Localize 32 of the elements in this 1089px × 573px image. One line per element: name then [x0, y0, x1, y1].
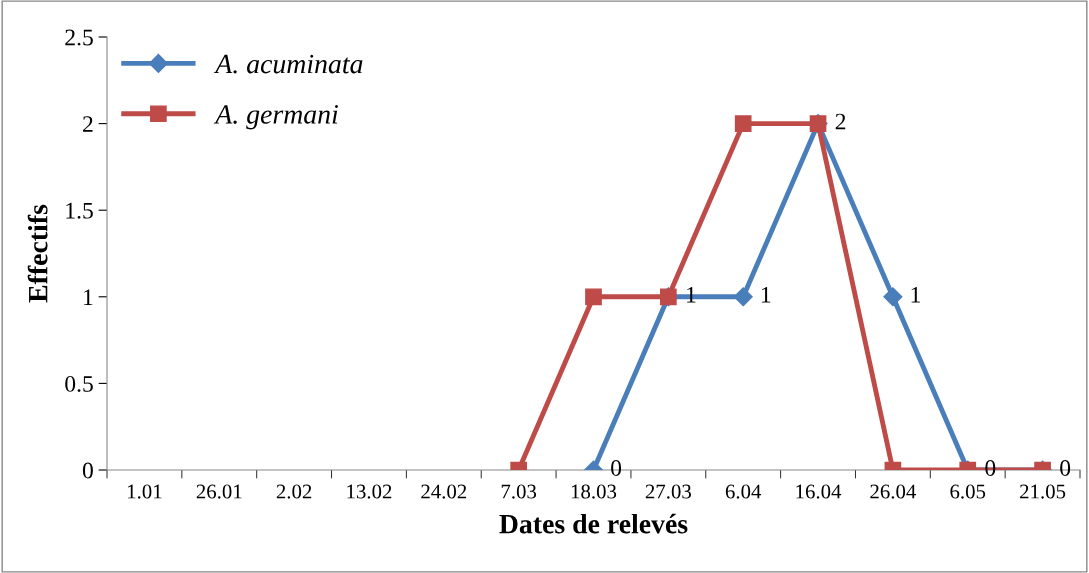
x-tick-label: 21.05 — [1020, 484, 1066, 499]
y-tick-label: 1 — [84, 289, 93, 305]
x-tick-label: 24.02 — [421, 484, 467, 499]
data-label: 1 — [761, 286, 771, 303]
x-axis-title: Dates de relevés — [499, 513, 688, 534]
x-tick-label: 26.01 — [196, 484, 242, 499]
data-label: 0 — [611, 459, 622, 476]
point — [733, 287, 753, 307]
point — [585, 288, 602, 306]
y-tick-label: 0.5 — [65, 375, 93, 392]
data-label: 1 — [911, 286, 920, 303]
point — [883, 287, 903, 307]
y-tick-label: 1.5 — [66, 202, 93, 219]
y-tick-label: 2.5 — [65, 29, 93, 46]
point — [734, 115, 752, 132]
y-tick-label: 0 — [82, 462, 93, 479]
y-tick-label: 2 — [83, 116, 93, 132]
x-tick-label: 18.03 — [571, 484, 617, 499]
y-axis-title: Effectifs — [27, 204, 48, 303]
x-tick-label: 6.04 — [725, 484, 762, 499]
x-tick-label: 26.04 — [870, 484, 916, 499]
x-tick-label: 1.01 — [128, 484, 162, 499]
x-tick-label: 7.03 — [501, 484, 537, 499]
x-tick-label: 6.05 — [950, 484, 986, 499]
x-tick-label: 16.04 — [796, 484, 842, 499]
x-tick-label: 27.03 — [645, 484, 691, 499]
x-tick-label: 2.02 — [276, 484, 312, 499]
x-tick-label: 13.02 — [347, 484, 392, 499]
legend-label: A. acuminata — [213, 54, 363, 74]
data-label: 2 — [835, 113, 846, 130]
data-label: 0 — [1060, 459, 1071, 476]
legend-label: A. germani — [213, 105, 338, 130]
